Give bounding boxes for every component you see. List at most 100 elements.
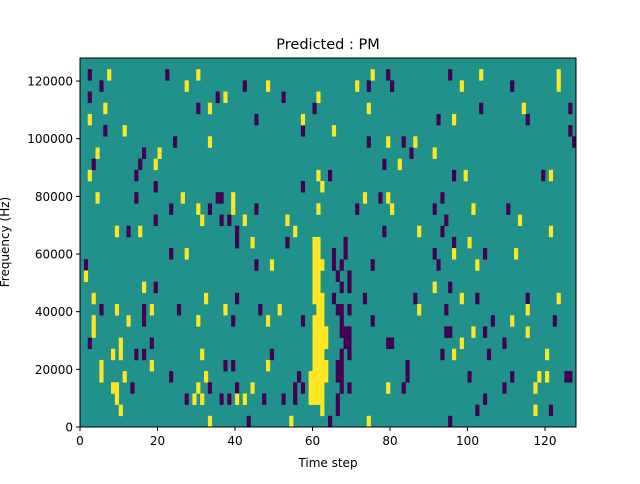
heatmap-cell-low: [339, 371, 344, 383]
heatmap-cells: [80, 58, 577, 428]
heatmap-cell-high: [204, 371, 209, 383]
x-tick-label: 80: [382, 434, 397, 448]
heatmap-cell-low: [142, 147, 147, 159]
y-tick-label: 120000: [27, 75, 73, 89]
heatmap-cell-low: [242, 80, 247, 92]
heatmap-cell-low: [568, 125, 573, 137]
heatmap-cell-high: [300, 113, 306, 126]
heatmap-cell-low: [328, 415, 333, 428]
heatmap-cell-high: [207, 136, 213, 148]
heatmap-cell-low: [215, 192, 220, 204]
heatmap-cell-low: [386, 69, 391, 81]
y-tick-label: 100000: [27, 132, 73, 146]
heatmap-cell-low: [331, 248, 337, 260]
heatmap-cell-low: [219, 393, 224, 405]
heatmap-cell-low: [300, 181, 306, 193]
heatmap-cell-high: [324, 371, 329, 383]
heatmap-cell-high: [324, 359, 329, 372]
heatmap-cell-high: [250, 236, 255, 249]
heatmap-cell-low: [83, 259, 89, 271]
heatmap-cell-low: [386, 337, 391, 350]
heatmap-cell-high: [471, 326, 476, 338]
heatmap-cell-low: [281, 393, 286, 405]
heatmap-cell-low: [149, 337, 154, 350]
x-tick-label: 20: [150, 434, 165, 448]
heatmap-cell-high: [99, 359, 104, 372]
heatmap-cell-high: [242, 214, 247, 227]
heatmap-cell-low: [490, 315, 495, 327]
heatmap-cell-low: [235, 382, 240, 394]
heatmap-cell-high: [122, 125, 127, 137]
heatmap-cell-low: [87, 337, 92, 350]
heatmap-cell-low: [91, 158, 96, 171]
heatmap-cell-high: [118, 348, 123, 361]
heatmap-cell-high: [316, 382, 321, 394]
heatmap-cell-high: [316, 359, 321, 372]
heatmap-cell-low: [227, 393, 232, 405]
heatmap-cell-low: [335, 359, 340, 372]
heatmap-cell-low: [347, 326, 352, 338]
heatmap-cell-low: [235, 236, 240, 249]
heatmap-cell-low: [254, 113, 259, 126]
heatmap-cell-high: [91, 326, 96, 338]
heatmap-cell-high: [312, 348, 317, 361]
heatmap-cell-high: [95, 147, 100, 159]
heatmap-cell-low: [335, 270, 340, 282]
heatmap-cell-low: [312, 102, 317, 115]
heatmap-cell-low: [370, 315, 375, 327]
heatmap-cell-low: [343, 326, 348, 338]
heatmap-cell-high: [312, 236, 317, 249]
heatmap-cell-high: [312, 382, 317, 394]
heatmap-cell-high: [196, 203, 201, 215]
heatmap-cell-low: [223, 359, 228, 372]
heatmap-cell-low: [262, 393, 267, 405]
heatmap-cell-low: [436, 259, 441, 271]
heatmap-cell-high: [114, 382, 120, 394]
heatmap-cell-low: [339, 304, 344, 316]
heatmap-cell-high: [432, 281, 437, 294]
heatmap-cell-high: [111, 382, 116, 394]
heatmap-cell-low: [502, 337, 507, 350]
heatmap-cell-high: [316, 248, 321, 260]
heatmap-cell-high: [223, 91, 228, 104]
heatmap-cell-low: [184, 393, 189, 405]
heatmap-cell-low: [99, 80, 104, 92]
heatmap-cell-low: [269, 348, 275, 361]
heatmap-cell-low: [153, 214, 158, 227]
heatmap-cell-high: [355, 80, 360, 92]
heatmap-cell-high: [366, 415, 371, 428]
heatmap-cell-high: [320, 181, 325, 193]
heatmap-cell-low: [297, 371, 302, 383]
heatmap-cell-low: [196, 102, 201, 115]
heatmap-cell-high: [397, 158, 402, 171]
heatmap-cell-low: [335, 404, 340, 417]
heatmap-cell-low: [235, 292, 240, 305]
heatmap-cell-high: [316, 270, 321, 282]
heatmap-cell-high: [118, 337, 123, 350]
heatmap-cell-high: [514, 248, 519, 260]
heatmap-cell-high: [293, 225, 298, 238]
heatmap-cell-low: [138, 158, 143, 171]
heatmap-cell-high: [467, 236, 472, 249]
heatmap-cell-low: [568, 102, 573, 115]
heatmap-cell-low: [382, 225, 387, 238]
heatmap-cell-high: [192, 393, 197, 405]
heatmap-cell-low: [475, 292, 480, 305]
heatmap-cell-high: [471, 203, 476, 215]
heatmap-cell-high: [95, 192, 100, 204]
heatmap-cell-high: [312, 270, 317, 282]
heatmap-cell-low: [176, 304, 182, 316]
heatmap-cell-low: [126, 225, 131, 238]
heatmap-cell-low: [254, 203, 259, 215]
heatmap-cell-low: [564, 371, 569, 383]
x-tick-label: 0: [76, 434, 84, 448]
heatmap-cell-low: [300, 125, 306, 137]
heatmap-cell-high: [235, 393, 240, 405]
heatmap-cell-high: [184, 80, 189, 92]
heatmap-cell-high: [316, 348, 321, 361]
heatmap-cell-high: [312, 259, 317, 271]
heatmap-cell-low: [293, 382, 298, 394]
heatmap-cell-high: [316, 259, 321, 271]
heatmap-cell-low: [552, 315, 557, 327]
heatmap-cell-low: [452, 169, 457, 182]
